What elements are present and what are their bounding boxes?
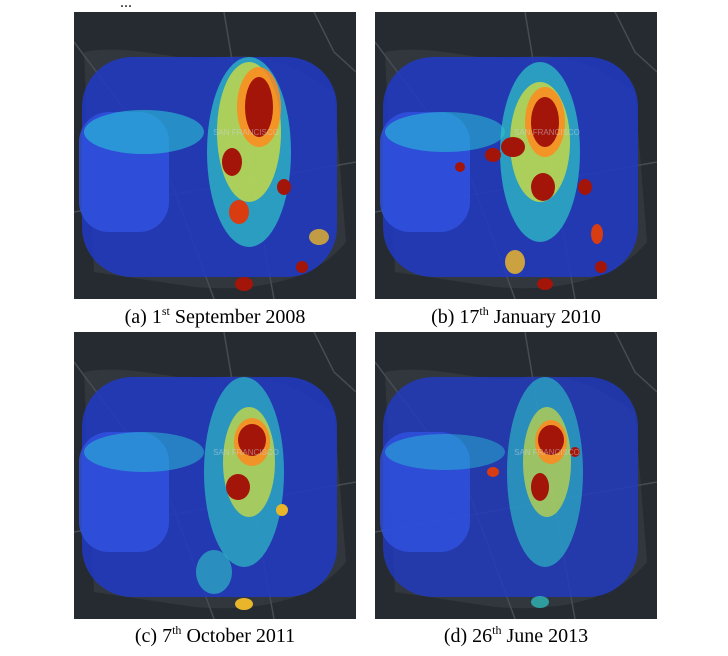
map-watermark: SAN FRANCISCO — [213, 448, 279, 457]
caption-date-rest: January 2010 — [493, 306, 601, 328]
caption-label: (b) — [431, 306, 455, 328]
caption-b: (b) 17th January 2010 — [366, 304, 666, 329]
heatmap-panel-c: SAN FRANCISCO — [74, 332, 356, 619]
caption-date-rest: June 2013 — [506, 625, 589, 647]
caption-label: (d) — [443, 625, 468, 647]
caption-day: 26 — [472, 625, 493, 647]
caption-day-suffix: th — [492, 623, 502, 637]
map-watermark: SAN FRANCISCO — [213, 128, 279, 137]
heatmap-d: SAN FRANCISCO — [375, 332, 657, 619]
heatmap-panel-b: SAN FRANCISCO — [375, 12, 657, 299]
heatmap-b: SAN FRANCISCO — [375, 12, 657, 299]
caption-label: (c) — [134, 625, 158, 647]
caption-day-suffix: st — [161, 304, 170, 318]
caption-day-suffix: th — [479, 304, 489, 318]
map-watermark: SAN FRANCISCO — [514, 128, 580, 137]
heatmap-panel-d: SAN FRANCISCO — [375, 332, 657, 619]
heatmap-a: SAN FRANCISCO — [74, 12, 356, 299]
caption-date-rest: October 2011 — [186, 625, 296, 647]
caption-label: (a) — [124, 306, 147, 328]
heatmap-c: SAN FRANCISCO — [74, 332, 356, 619]
cropped-text: ... — [120, 0, 132, 11]
caption-date-rest: September 2008 — [174, 306, 306, 328]
caption-c: (c) 7th October 2011 — [65, 623, 365, 648]
cropped-top-text: ... — [0, 0, 728, 11]
caption-a: (a) 1st September 2008 — [65, 304, 365, 329]
caption-day: 17 — [459, 306, 480, 328]
caption-day: 1 — [151, 306, 162, 328]
heatmap-panel-a: SAN FRANCISCO — [74, 12, 356, 299]
caption-day-suffix: th — [172, 623, 182, 637]
caption-d: (d) 26th June 2013 — [366, 623, 666, 648]
caption-day: 7 — [162, 625, 173, 647]
map-watermark: SAN FRANCISCO — [514, 448, 580, 457]
